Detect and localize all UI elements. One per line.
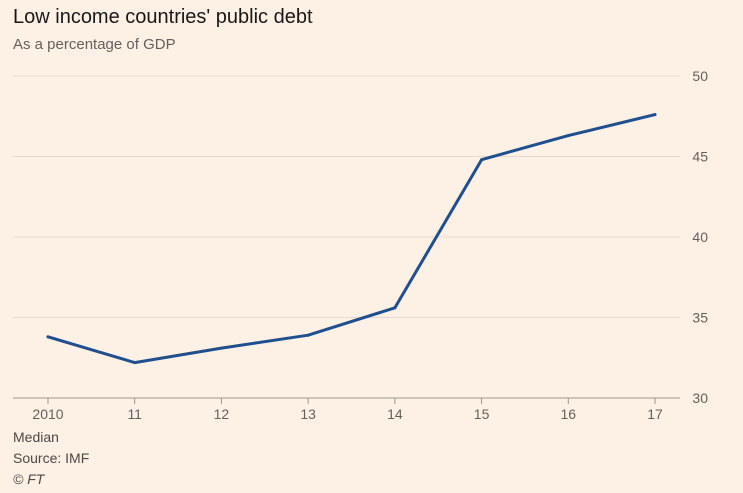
y-tick-label: 50 xyxy=(692,68,708,84)
data-point xyxy=(219,346,223,350)
data-point xyxy=(46,335,50,339)
chart-source: Source: IMF xyxy=(13,450,90,466)
x-tick-label: 16 xyxy=(560,406,576,422)
y-tick-label: 45 xyxy=(692,149,708,165)
series-line-0 xyxy=(46,113,657,365)
x-tick-label: 12 xyxy=(214,406,230,422)
y-tick-label: 35 xyxy=(692,310,708,326)
gridlines xyxy=(13,75,680,399)
y-tick-label: 30 xyxy=(692,390,708,406)
x-tick-label: 15 xyxy=(474,406,490,422)
line-chart: 30 35 40 45 50 2010 11 12 13 14 15 16 17 xyxy=(13,68,708,422)
data-point xyxy=(393,306,397,310)
chart-subtitle: As a percentage of GDP xyxy=(13,36,176,53)
y-tick-label: 40 xyxy=(692,229,708,245)
data-point xyxy=(653,113,657,117)
data-point xyxy=(133,361,137,365)
x-tick-label: 17 xyxy=(647,406,663,422)
data-point xyxy=(306,333,310,337)
y-axis-ticks: 30 35 40 45 50 xyxy=(692,68,708,406)
series-layer xyxy=(46,113,657,365)
chart-title: Low income countries' public debt xyxy=(13,6,313,28)
data-point xyxy=(566,134,570,138)
x-tick-label: 2010 xyxy=(32,406,63,422)
x-tick-label: 13 xyxy=(300,406,316,422)
x-tick-label: 11 xyxy=(127,406,142,422)
chart-note: Median xyxy=(13,429,59,445)
x-tick-label: 14 xyxy=(387,406,403,422)
x-axis-ticks: 2010 11 12 13 14 15 16 17 xyxy=(32,398,663,422)
data-point xyxy=(480,158,484,162)
chart-credit: © FT xyxy=(13,471,45,487)
